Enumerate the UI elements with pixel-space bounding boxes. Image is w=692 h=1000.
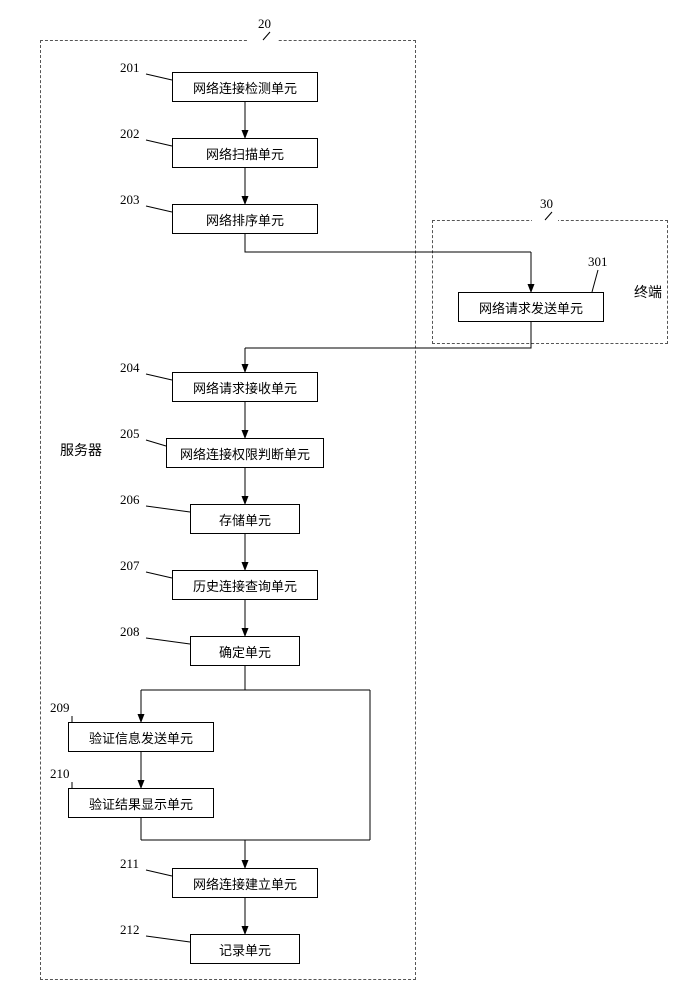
- box-301-label: 网络请求发送单元: [479, 298, 583, 317]
- num-202: 202: [120, 126, 140, 142]
- box-204-label: 网络请求接收单元: [193, 378, 297, 397]
- box-208: 确定单元: [190, 636, 300, 666]
- server-label: 服务器: [60, 440, 102, 460]
- terminal-notch: [532, 219, 558, 221]
- box-204: 网络请求接收单元: [172, 372, 318, 402]
- box-301: 网络请求发送单元: [458, 292, 604, 322]
- terminal-id: 30: [540, 196, 553, 212]
- terminal-label: 终端: [634, 282, 662, 302]
- box-201-label: 网络连接检测单元: [193, 78, 297, 97]
- box-209-label: 验证信息发送单元: [89, 728, 193, 747]
- server-notch: [248, 39, 278, 41]
- num-201: 201: [120, 60, 140, 76]
- box-209: 验证信息发送单元: [68, 722, 214, 752]
- num-210: 210: [50, 766, 70, 782]
- num-211: 211: [120, 856, 139, 872]
- box-205-label: 网络连接权限判断单元: [180, 444, 310, 463]
- num-203: 203: [120, 192, 140, 208]
- diagram-canvas: 20 服务器 30 终端 网络连接检测单元 201 网络扫描单元 202 网络排…: [0, 0, 692, 1000]
- box-210-label: 验证结果显示单元: [89, 794, 193, 813]
- num-212: 212: [120, 922, 140, 938]
- box-211: 网络连接建立单元: [172, 868, 318, 898]
- box-203: 网络排序单元: [172, 204, 318, 234]
- box-206: 存储单元: [190, 504, 300, 534]
- num-209: 209: [50, 700, 70, 716]
- box-211-label: 网络连接建立单元: [193, 874, 297, 893]
- server-id: 20: [258, 16, 271, 32]
- num-301: 301: [588, 254, 608, 270]
- box-203-label: 网络排序单元: [206, 210, 284, 229]
- box-210: 验证结果显示单元: [68, 788, 214, 818]
- box-207: 历史连接查询单元: [172, 570, 318, 600]
- box-202-label: 网络扫描单元: [206, 144, 284, 163]
- box-205: 网络连接权限判断单元: [166, 438, 324, 468]
- box-212: 记录单元: [190, 934, 300, 964]
- box-201: 网络连接检测单元: [172, 72, 318, 102]
- box-207-label: 历史连接查询单元: [193, 576, 297, 595]
- box-208-label: 确定单元: [219, 642, 271, 661]
- box-212-label: 记录单元: [219, 940, 271, 959]
- box-202: 网络扫描单元: [172, 138, 318, 168]
- num-204: 204: [120, 360, 140, 376]
- terminal-container: [432, 220, 668, 344]
- box-206-label: 存储单元: [219, 510, 271, 529]
- num-208: 208: [120, 624, 140, 640]
- num-207: 207: [120, 558, 140, 574]
- num-205: 205: [120, 426, 140, 442]
- num-206: 206: [120, 492, 140, 508]
